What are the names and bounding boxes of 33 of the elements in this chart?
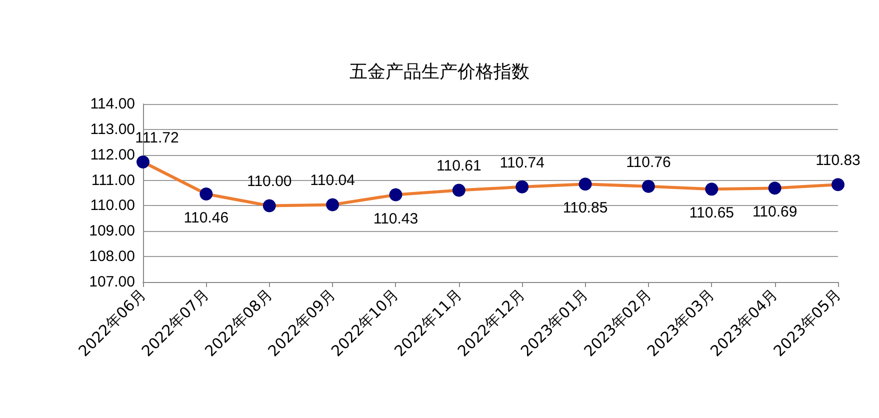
point: [389, 188, 402, 202]
point: [200, 188, 213, 201]
text: 110.76: [626, 154, 671, 171]
point: [326, 198, 340, 212]
y-tick-label: 111.00: [91, 172, 135, 189]
text: 110.69: [752, 204, 798, 221]
point: [516, 180, 529, 194]
point: [768, 182, 782, 195]
point: [452, 184, 466, 197]
y-tick-label: 112.00: [90, 146, 135, 164]
text: 110.83: [816, 152, 860, 170]
y-tick-label: 113.00: [90, 120, 135, 138]
y-tick-label: 114.00: [90, 96, 135, 112]
y-tick-label: 110.00: [90, 197, 135, 214]
point: [705, 182, 718, 196]
chart-title: 五金产品生产价格指数: [350, 62, 530, 82]
text: 110.74: [500, 154, 544, 172]
text: 110.00: [246, 173, 292, 190]
y-tick-label: 109.00: [89, 222, 135, 240]
point: [262, 199, 276, 212]
text: 111.72: [135, 129, 179, 146]
text: 110.46: [184, 210, 229, 227]
text: 110.04: [310, 172, 355, 190]
text: 110.85: [562, 200, 608, 217]
text: 110.43: [373, 210, 418, 228]
y-tick-label: 108.00: [89, 248, 135, 266]
y-tick-label: 107.00: [89, 274, 135, 290]
text: 110.65: [689, 204, 734, 222]
point: [832, 178, 844, 192]
point: [642, 180, 655, 193]
point: [136, 155, 150, 168]
point: [578, 178, 592, 191]
text: 110.61: [436, 158, 482, 175]
